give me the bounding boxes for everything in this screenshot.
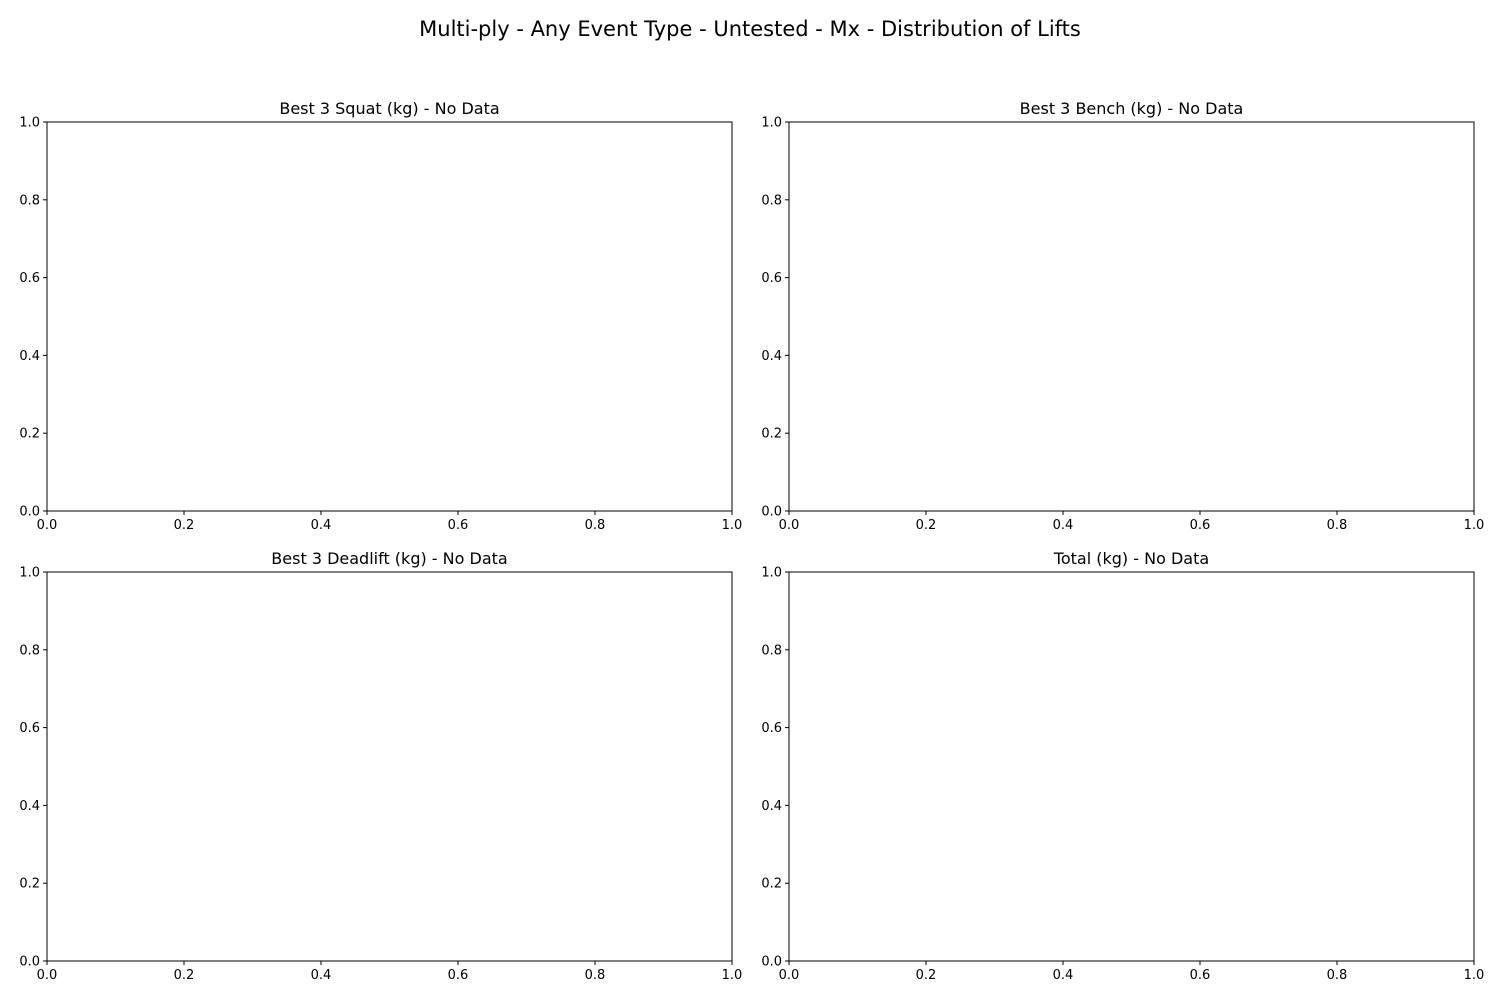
x-tick-label-deadlift: 0.0 xyxy=(37,968,58,983)
y-tick-label-total: 0.8 xyxy=(761,643,782,658)
y-tick-label-bench: 1.0 xyxy=(761,116,782,131)
x-tick-label-deadlift: 0.8 xyxy=(585,968,606,983)
y-tick-label-squat: 0.6 xyxy=(19,271,40,286)
x-tick-label-deadlift: 0.6 xyxy=(448,968,469,983)
x-tick-label-squat: 0.0 xyxy=(37,518,58,533)
chart-title-squat: Best 3 Squat (kg) - No Data xyxy=(279,99,499,118)
y-tick-label-deadlift: 1.0 xyxy=(19,566,40,581)
y-tick-label-deadlift: 0.4 xyxy=(19,799,40,814)
x-tick-label-total: 0.0 xyxy=(779,968,800,983)
x-tick-label-total: 0.4 xyxy=(1053,968,1074,983)
x-tick-label-bench: 0.6 xyxy=(1190,518,1211,533)
x-tick-label-squat: 0.6 xyxy=(448,518,469,533)
y-tick-label-bench: 0.0 xyxy=(761,505,782,520)
y-tick-label-squat: 0.0 xyxy=(19,505,40,520)
y-tick-label-deadlift: 0.2 xyxy=(19,877,40,892)
plot-area-deadlift xyxy=(46,571,733,962)
x-tick-label-bench: 0.0 xyxy=(779,518,800,533)
x-tick-label-deadlift: 1.0 xyxy=(722,968,743,983)
y-tick-label-bench: 0.2 xyxy=(761,427,782,442)
x-tick-label-deadlift: 0.4 xyxy=(311,968,332,983)
y-tick-label-deadlift: 0.6 xyxy=(19,721,40,736)
y-tick-label-bench: 0.8 xyxy=(761,193,782,208)
x-tick-label-squat: 0.2 xyxy=(174,518,195,533)
x-tick-label-bench: 1.0 xyxy=(1464,518,1485,533)
chart-title-bench: Best 3 Bench (kg) - No Data xyxy=(1020,99,1244,118)
y-tick-label-deadlift: 0.8 xyxy=(19,643,40,658)
y-tick-label-total: 0.4 xyxy=(761,799,782,814)
x-tick-label-total: 0.6 xyxy=(1190,968,1211,983)
x-tick-label-squat: 0.4 xyxy=(311,518,332,533)
x-tick-label-bench: 0.8 xyxy=(1327,518,1348,533)
plot-area-bench xyxy=(788,121,1475,512)
chart-title-deadlift: Best 3 Deadlift (kg) - No Data xyxy=(271,549,507,568)
chart-title-total: Total (kg) - No Data xyxy=(1053,549,1209,568)
y-tick-label-total: 0.0 xyxy=(761,955,782,970)
y-tick-label-bench: 0.6 xyxy=(761,271,782,286)
y-tick-label-squat: 0.8 xyxy=(19,193,40,208)
y-tick-label-bench: 0.4 xyxy=(761,349,782,364)
y-tick-label-total: 1.0 xyxy=(761,566,782,581)
x-tick-label-squat: 1.0 xyxy=(722,518,743,533)
y-tick-label-total: 0.2 xyxy=(761,877,782,892)
figure-title: Multi-ply - Any Event Type - Untested - … xyxy=(419,17,1081,41)
x-tick-label-bench: 0.2 xyxy=(916,518,937,533)
y-tick-label-total: 0.6 xyxy=(761,721,782,736)
x-tick-label-deadlift: 0.2 xyxy=(174,968,195,983)
x-tick-label-total: 0.2 xyxy=(916,968,937,983)
x-tick-label-bench: 0.4 xyxy=(1053,518,1074,533)
x-tick-label-squat: 0.8 xyxy=(585,518,606,533)
y-tick-label-deadlift: 0.0 xyxy=(19,955,40,970)
y-tick-label-squat: 0.4 xyxy=(19,349,40,364)
x-tick-label-total: 0.8 xyxy=(1327,968,1348,983)
plot-area-total xyxy=(788,571,1475,962)
y-tick-label-squat: 0.2 xyxy=(19,427,40,442)
y-tick-label-squat: 1.0 xyxy=(19,116,40,131)
plot-area-squat xyxy=(46,121,733,512)
x-tick-label-total: 1.0 xyxy=(1464,968,1485,983)
